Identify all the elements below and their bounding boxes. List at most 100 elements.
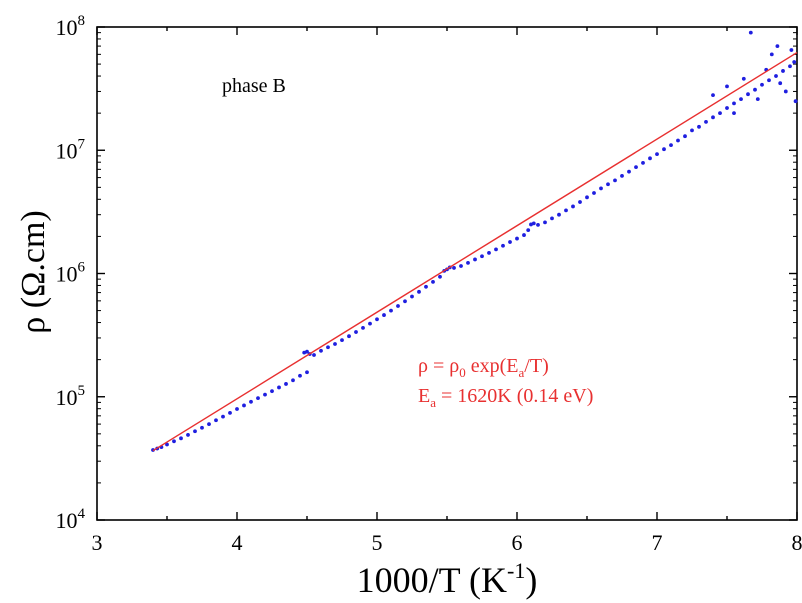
data-point — [473, 257, 477, 262]
data-point — [741, 76, 746, 81]
data-point — [748, 30, 753, 35]
data-point — [508, 240, 512, 244]
x-tick-label: 7 — [652, 530, 663, 555]
data-point — [480, 254, 484, 259]
data-point — [557, 212, 561, 217]
data-point — [256, 396, 260, 401]
data-point — [228, 410, 232, 415]
data-point — [711, 93, 715, 98]
data-point — [592, 191, 596, 195]
data-point — [172, 439, 176, 444]
data-point — [767, 78, 771, 83]
data-point — [620, 173, 624, 178]
data-point — [627, 169, 631, 174]
data-point — [214, 418, 218, 423]
fit-line-series — [152, 51, 798, 452]
data-point — [459, 264, 463, 268]
data-point — [340, 338, 344, 343]
data-point — [725, 84, 729, 89]
data-point — [676, 138, 680, 143]
data-point — [522, 233, 526, 237]
x-tick-label: 6 — [512, 530, 523, 555]
data-point — [431, 279, 435, 284]
data-point — [515, 236, 519, 241]
data-point — [165, 442, 169, 447]
data-point — [606, 182, 610, 187]
data-point — [641, 160, 645, 165]
x-axis-label-sup: -1 — [507, 558, 525, 583]
data-point — [438, 274, 442, 279]
data-point — [634, 165, 638, 169]
data-point — [739, 97, 743, 102]
data-point — [326, 345, 330, 350]
data-point — [410, 294, 414, 299]
data-point — [305, 370, 309, 375]
data-point — [746, 92, 750, 97]
data-point — [571, 204, 575, 209]
data-point — [788, 64, 792, 69]
data-point — [697, 124, 701, 129]
data-point — [368, 321, 372, 326]
data-point — [778, 81, 783, 86]
data-point — [333, 342, 337, 346]
data-point — [769, 52, 774, 57]
data-point — [760, 82, 764, 87]
data-point — [755, 97, 760, 102]
data-point — [494, 247, 498, 252]
data-point — [543, 220, 547, 225]
data-point — [354, 330, 358, 334]
data-point — [221, 414, 225, 419]
data-point — [235, 407, 239, 411]
data-point — [578, 200, 582, 204]
equation-part-1: ρ = ρ — [418, 355, 459, 377]
data-point — [382, 313, 386, 317]
data-point — [526, 228, 531, 232]
equation-part-3: /T) — [524, 355, 548, 377]
data-point — [531, 221, 536, 226]
y-tick-label: 107 — [56, 136, 86, 163]
data-point — [417, 289, 421, 294]
data-point — [690, 128, 694, 133]
data-point — [585, 195, 589, 200]
data-point — [291, 378, 295, 383]
data-point — [319, 348, 323, 353]
data-point — [599, 186, 603, 191]
x-tick-labels: 3 4 5 6 7 8 — [92, 530, 802, 555]
x-axis-label-end: ) — [525, 560, 537, 600]
data-point — [424, 284, 428, 289]
data-point — [487, 250, 491, 255]
fit-label-base: E — [418, 385, 430, 407]
data-point — [501, 243, 505, 248]
x-axis-label-base: 1000/T (K — [357, 560, 507, 600]
data-point — [347, 334, 351, 339]
plot-frame — [96, 26, 798, 521]
data-point — [655, 152, 659, 157]
fit-label-subscript: a — [430, 395, 436, 410]
data-point — [263, 392, 267, 397]
data-point — [732, 101, 736, 106]
data-point — [207, 422, 211, 426]
data-point — [305, 349, 309, 354]
equation-part-2: exp(E — [466, 355, 519, 377]
axis-ticks — [96, 26, 798, 521]
data-point — [564, 208, 568, 213]
data-point — [775, 44, 780, 48]
data-point — [753, 87, 757, 92]
x-tick-label: 5 — [372, 530, 383, 555]
data-point — [536, 222, 540, 227]
data-point — [396, 304, 400, 308]
data-point — [452, 266, 456, 270]
x-tick-label: 3 — [92, 530, 103, 555]
data-point — [186, 433, 190, 437]
data-point — [270, 389, 274, 394]
data-point — [466, 260, 470, 265]
data-point — [375, 317, 379, 322]
data-point — [613, 178, 617, 183]
data-point — [725, 106, 729, 110]
data-point — [718, 111, 722, 116]
fit-line — [152, 51, 798, 452]
data-point — [774, 74, 778, 78]
data-point — [783, 89, 788, 94]
y-tick-label: 105 — [56, 383, 86, 410]
